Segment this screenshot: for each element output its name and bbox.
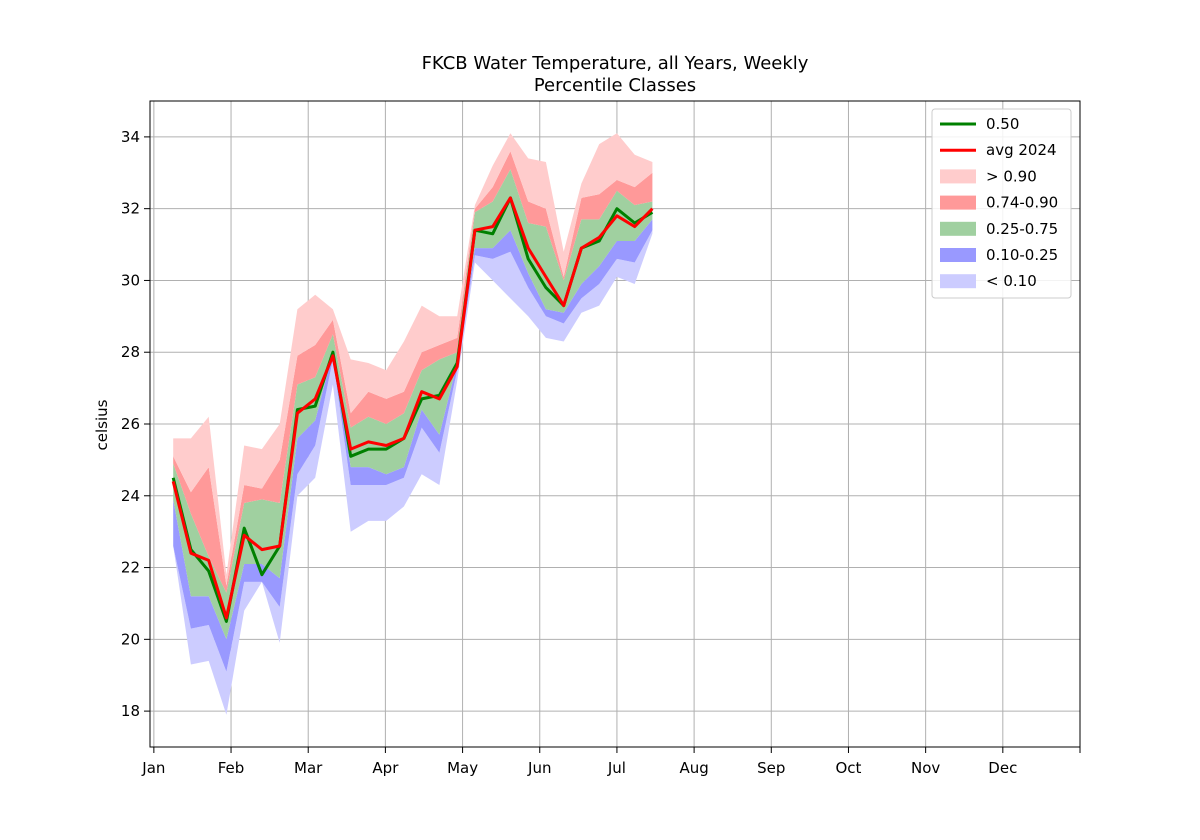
- x-tick-label: Nov: [911, 759, 940, 777]
- x-tick-label: Oct: [835, 759, 861, 777]
- series-line: [171, 196, 654, 620]
- band-area: [173, 230, 653, 715]
- y-axis-label: celsius: [93, 399, 111, 450]
- band-area: [173, 169, 653, 640]
- x-tick-label: Jan: [141, 759, 165, 777]
- y-tick-label: 20: [121, 630, 140, 648]
- band-area: [173, 151, 653, 593]
- legend: 0.50 avg 2024 > 0.90 0.74-0.90 0.25-0.75 0.10…: [931, 108, 1072, 299]
- y-tick-label: 34: [121, 128, 140, 146]
- chart-subtitle: Percentile Classes: [534, 75, 696, 96]
- x-tick-label: Apr: [372, 759, 399, 777]
- x-tick-label: Dec: [988, 759, 1017, 777]
- y-tick-label: 30: [121, 271, 140, 289]
- axes: 18 20 22 24 26 28 30 32 34 Jan Feb Mar Apr May Jun Jul A…: [121, 100, 1081, 777]
- y-tick-label: 22: [121, 559, 140, 577]
- x-tick-label: Sep: [757, 759, 785, 777]
- x-tick-label: Feb: [218, 759, 245, 777]
- y-tick-label: 32: [121, 200, 140, 218]
- x-tick-label: Jun: [527, 759, 551, 777]
- band-area: [173, 219, 653, 672]
- chart-title: FKCB Water Temperature, all Years, Weekl…: [422, 53, 809, 74]
- legend-patch-swatch: [940, 248, 976, 262]
- x-tick-label: Jul: [607, 759, 626, 777]
- percentile-bands: [173, 133, 653, 715]
- band-area: [173, 133, 653, 586]
- y-tick-label: 28: [121, 343, 140, 361]
- y-tick-label: 18: [121, 702, 140, 720]
- legend-patch-swatch: [940, 195, 976, 210]
- legend-label: avg 2024: [986, 141, 1057, 159]
- legend-patch-swatch: [940, 221, 976, 236]
- x-tick-label: Aug: [679, 759, 708, 777]
- legend-label: 0.25-0.75: [986, 220, 1058, 238]
- x-tick-label: Mar: [294, 759, 323, 777]
- legend-label: 0.10-0.25: [986, 246, 1058, 264]
- y-tick-label: 24: [121, 487, 140, 505]
- x-tick-label: May: [447, 759, 478, 777]
- legend-label: 0.50: [986, 115, 1019, 133]
- legend-label: 0.74-0.90: [986, 194, 1058, 212]
- legend-patch-swatch: [940, 274, 976, 289]
- series-lines: [171, 196, 654, 623]
- legend-label: < 0.10: [986, 272, 1037, 290]
- y-tick-label: 26: [121, 415, 140, 433]
- legend-patch-swatch: [940, 169, 976, 184]
- legend-label: > 0.90: [986, 167, 1037, 185]
